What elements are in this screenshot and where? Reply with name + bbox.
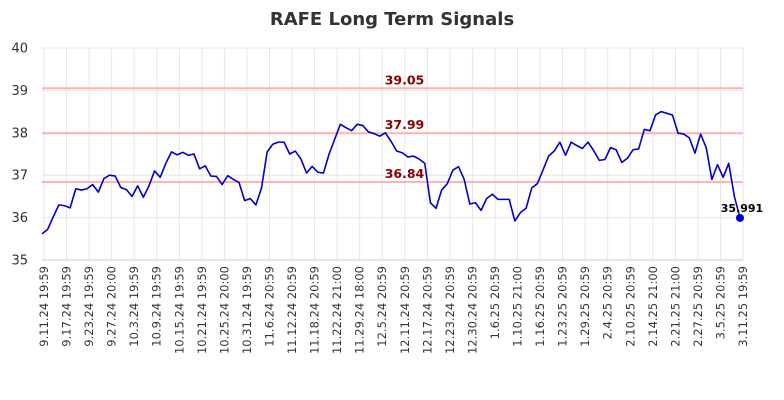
x-axis: 9.11.24 19:59 9.17.24 19:59 9.23.24 19:59 9… [37, 266, 750, 354]
x-tick-label: 2.27.25 20:59 [691, 266, 705, 347]
x-tick-label: 12.17.24 20:59 [420, 266, 434, 354]
x-tick-label: 10.21.24 19:59 [195, 266, 209, 354]
x-tick-label: 2.10.25 20:59 [623, 266, 637, 347]
x-tick-label: 3.11.25 19:59 [736, 266, 750, 347]
x-tick-label: 9.11.24 19:59 [37, 266, 51, 347]
y-axis: 35 36 37 38 39 40 [11, 42, 28, 269]
y-tick-label: 35 [11, 254, 28, 269]
x-tick-label: 10.3.24 19:59 [127, 266, 141, 347]
y-tick-label: 40 [11, 42, 28, 57]
x-tick-label: 12.30.24 20:59 [465, 266, 479, 354]
x-tick-label: 2.14.25 21:00 [646, 266, 660, 347]
x-tick-label: 1.16.25 20:59 [533, 266, 547, 347]
y-tick-label: 36 [11, 211, 28, 226]
x-tick-label: 12.11.24 20:59 [398, 266, 412, 354]
reference-line-label: 36.84 [385, 166, 425, 181]
chart-title: RAFE Long Term Signals [270, 9, 514, 30]
x-tick-label: 11.12.24 20:59 [285, 266, 299, 354]
y-tick-label: 37 [11, 169, 28, 184]
x-tick-label: 1.6.25 20:59 [488, 266, 502, 339]
series-line [41, 110, 741, 235]
x-tick-label: 1.29.25 20:59 [578, 266, 592, 347]
reference-line-label: 37.99 [385, 117, 425, 132]
x-tick-label: 10.31.24 19:59 [240, 266, 254, 354]
x-tick-label: 1.23.25 20:59 [556, 266, 570, 347]
reference-lines: 39.05 37.99 36.84 [42, 72, 743, 183]
x-tick-label: 9.23.24 19:59 [82, 266, 96, 347]
x-tick-label: 9.27.24 20:00 [105, 266, 119, 347]
x-tick-label: 1.10.25 21:00 [511, 266, 525, 347]
series-group: 35.991 [41, 110, 763, 235]
x-tick-label: 9.17.24 19:59 [60, 266, 74, 347]
x-tick-label: 2.21.25 21:00 [668, 266, 682, 347]
y-tick-label: 39 [11, 84, 28, 99]
last-value-label: 35.991 [721, 202, 763, 215]
x-tick-label: 10.25.24 20:00 [217, 266, 231, 354]
x-tick-label: 12.5.24 20:59 [375, 266, 389, 347]
x-tick-label: 12.23.24 20:59 [443, 266, 457, 354]
x-tick-label: 3.5.25 20:59 [713, 266, 727, 339]
x-tick-label: 11.6.24 20:59 [262, 266, 276, 347]
x-tick-label: 11.29.24 18:00 [353, 266, 367, 354]
y-tick-label: 38 [11, 126, 28, 141]
x-tick-label: 2.4.25 20:59 [601, 266, 615, 339]
x-tick-label: 10.15.24 19:59 [172, 266, 186, 354]
reference-line-label: 39.05 [385, 72, 425, 87]
x-tick-label: 10.9.24 19:59 [150, 266, 164, 347]
x-tick-label: 11.22.24 21:00 [330, 266, 344, 354]
x-tick-label: 11.18.24 20:59 [308, 266, 322, 354]
last-point-marker [736, 213, 744, 222]
